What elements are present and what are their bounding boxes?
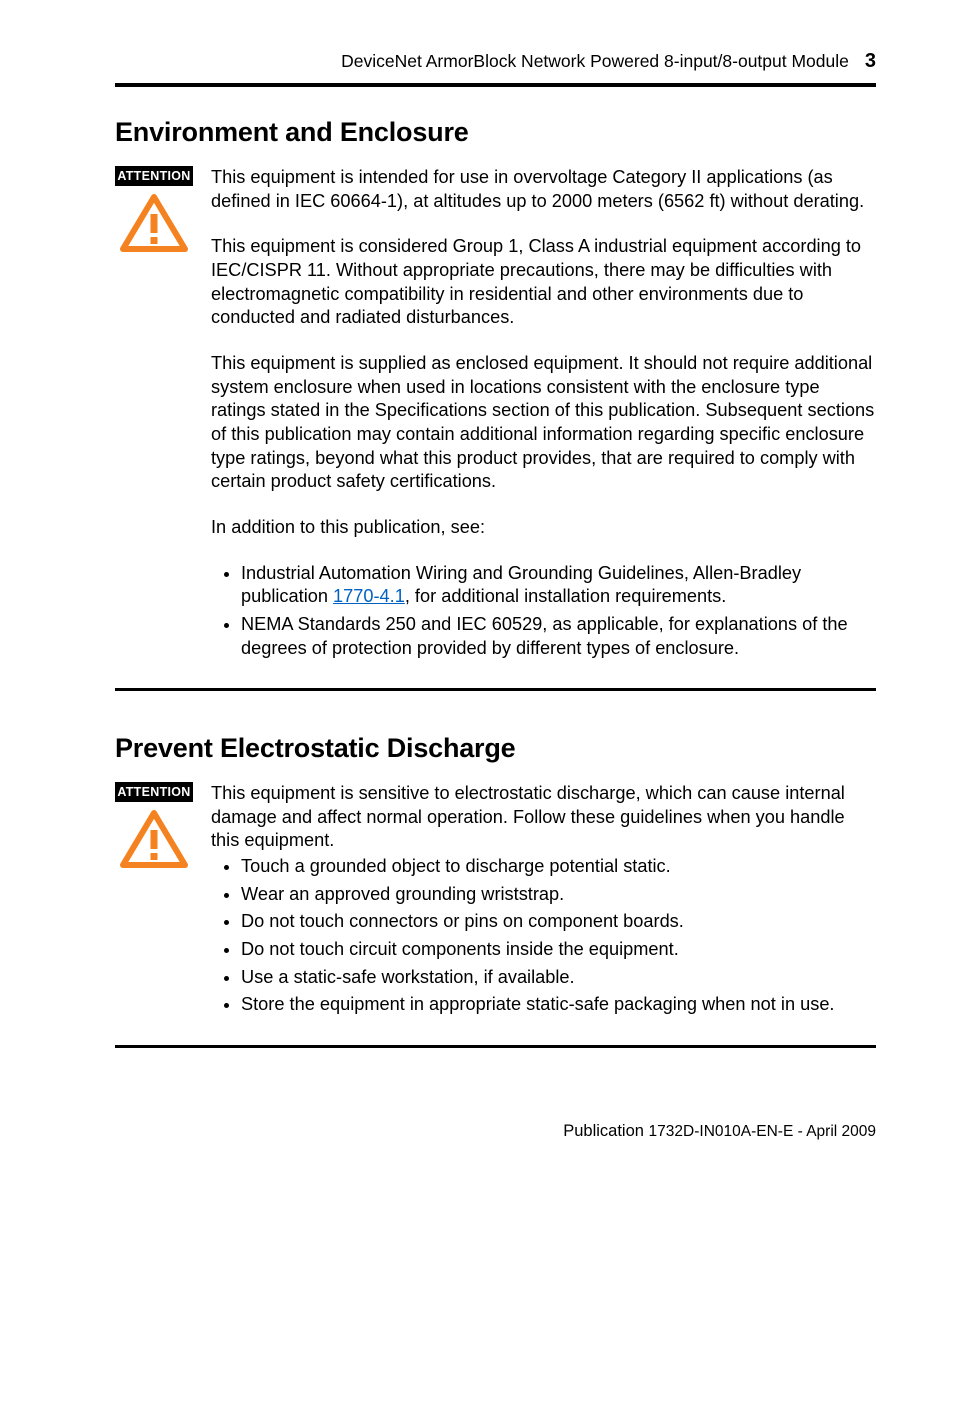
footer-pub-label: Publication [563,1122,644,1140]
footer: Publication 1732D-IN010A-EN-E - April 20… [115,1122,876,1141]
list-item: Wear an approved grounding wriststrap. [241,883,876,907]
running-header-title: DeviceNet ArmorBlock Network Powered 8-i… [341,51,849,72]
header-rule [115,83,876,87]
attention-label: ATTENTION [115,782,193,802]
paragraph: This equipment is considered Group 1, Cl… [211,235,876,330]
list-item: Do not touch circuit components inside t… [241,938,876,962]
warning-triangle-icon [119,192,189,254]
list-item: Touch a grounded object to discharge pot… [241,855,876,879]
section-heading-environment: Environment and Enclosure [115,117,876,148]
paragraph: This equipment is intended for use in ov… [211,166,876,213]
list-item-text: , for additional installation requiremen… [405,586,727,606]
paragraph: This equipment is sensitive to electrost… [211,782,876,853]
footer-pub-id: 1732D-IN010A-EN-E - April 2009 [649,1123,876,1140]
list-item: Industrial Automation Wiring and Groundi… [241,562,876,609]
publication-link[interactable]: 1770-4.1 [333,586,405,606]
list-item: NEMA Standards 250 and IEC 60529, as app… [241,613,876,660]
section-end-rule [115,1045,876,1048]
paragraph: In addition to this publication, see: [211,516,876,540]
section-end-rule [115,688,876,691]
warning-triangle-icon [119,808,189,870]
section-heading-esd: Prevent Electrostatic Discharge [115,733,876,764]
list-item: Use a static-safe workstation, if availa… [241,966,876,990]
attention-badge: ATTENTION [115,166,193,254]
attention-badge: ATTENTION [115,782,193,870]
attention-label: ATTENTION [115,166,193,186]
list-item: Do not touch connectors or pins on compo… [241,910,876,934]
paragraph: This equipment is supplied as enclosed e… [211,352,876,494]
page-number: 3 [865,50,876,73]
list-item: Store the equipment in appropriate stati… [241,993,876,1017]
